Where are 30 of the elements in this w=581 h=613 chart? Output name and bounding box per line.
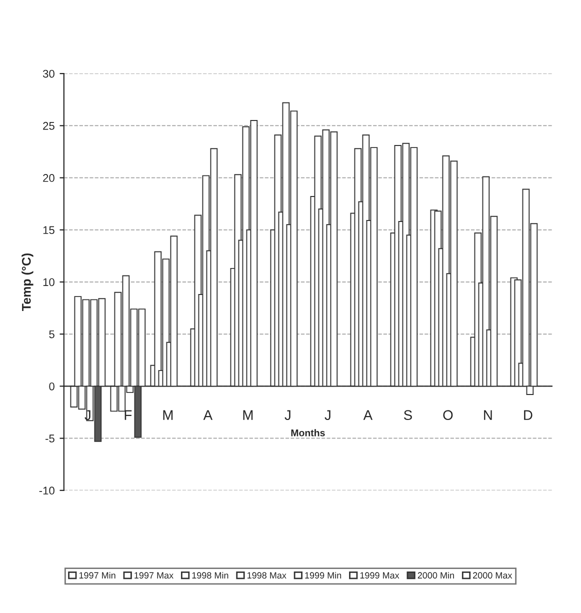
y-tick-label: 10 bbox=[43, 278, 54, 286]
x-tick-label: A bbox=[203, 410, 213, 420]
legend-label: 1997 Max bbox=[134, 572, 174, 579]
x-tick-label: M bbox=[163, 410, 173, 420]
legend-label: 2000 Max bbox=[473, 572, 512, 579]
x-axis-title: Months bbox=[291, 429, 325, 436]
x-tick-label: D bbox=[524, 410, 532, 420]
legend-label: 2000 Min bbox=[418, 572, 454, 579]
legend-label: 1998 Max bbox=[247, 572, 286, 579]
x-tick-label: J bbox=[324, 410, 330, 420]
y-tick-label: 25 bbox=[43, 122, 54, 130]
x-tick-label: J bbox=[284, 410, 290, 420]
legend-label: 1997 Min bbox=[79, 572, 116, 579]
legend-label: 1998 Min bbox=[192, 572, 228, 579]
y-tick-label: 5 bbox=[49, 330, 54, 338]
y-tick-label: 0 bbox=[49, 382, 54, 390]
x-tick-label: N bbox=[484, 410, 492, 420]
y-tick-label: -5 bbox=[45, 434, 54, 442]
x-tick-label: O bbox=[443, 410, 453, 420]
legend-label: 1999 Max bbox=[360, 572, 400, 579]
x-tick-label: F bbox=[124, 410, 132, 420]
y-axis-title: Temp (°C) bbox=[22, 253, 34, 311]
x-tick-label: A bbox=[363, 410, 373, 420]
y-tick-label: 20 bbox=[43, 174, 54, 182]
y-tick-label: -10 bbox=[39, 486, 54, 495]
x-tick-label: S bbox=[404, 410, 412, 420]
y-tick-label: 15 bbox=[43, 226, 54, 234]
y-tick-label: 30 bbox=[42, 70, 54, 78]
legend-label: 1999 Min bbox=[305, 572, 342, 579]
x-tick-label: M bbox=[243, 410, 253, 420]
